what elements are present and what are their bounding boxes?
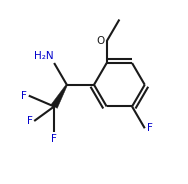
Text: F: F: [147, 123, 152, 133]
Text: F: F: [21, 91, 27, 101]
Text: H₂N: H₂N: [34, 51, 53, 61]
Text: O: O: [97, 36, 105, 46]
Polygon shape: [51, 84, 67, 108]
Text: F: F: [51, 134, 57, 144]
Text: F: F: [27, 116, 32, 126]
